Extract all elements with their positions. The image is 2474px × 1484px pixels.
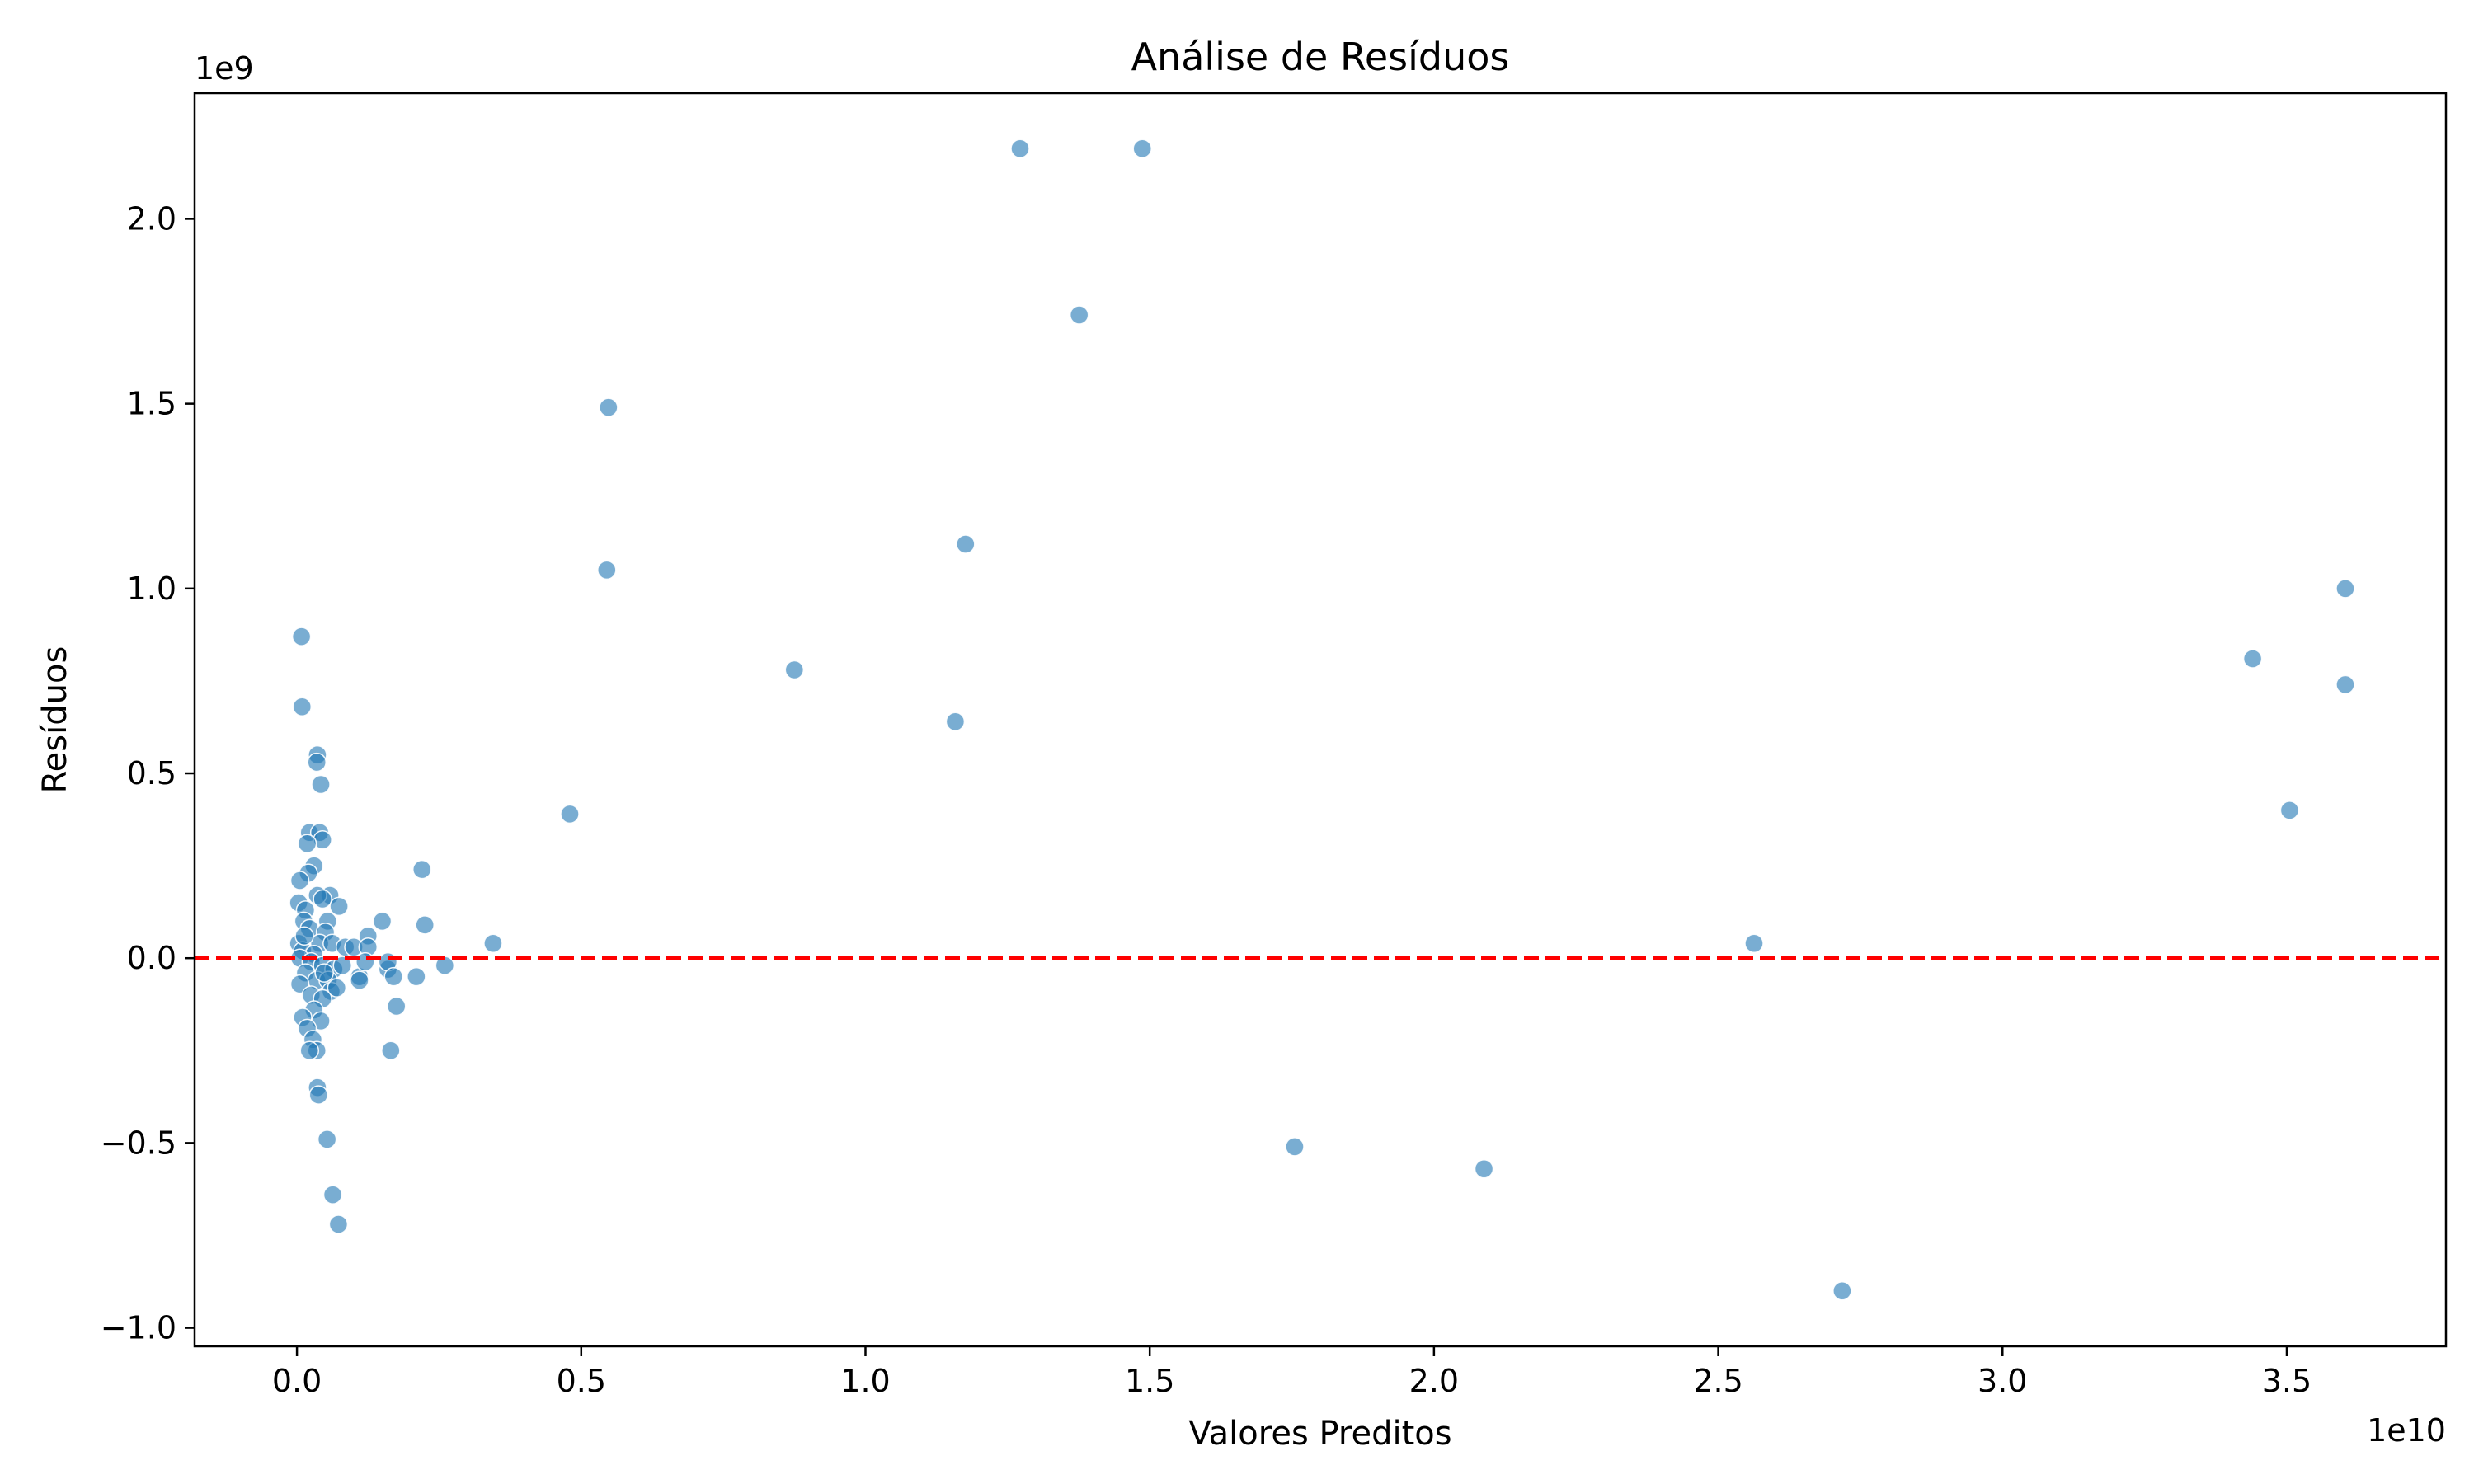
x-tick-label: 0.5 <box>557 1363 606 1399</box>
data-point <box>299 1040 320 1061</box>
data-point <box>311 774 331 795</box>
data-point <box>289 871 310 890</box>
data-point <box>372 911 393 932</box>
y-tick-label: 2.0 <box>127 200 176 237</box>
data-point <box>322 1185 343 1205</box>
data-point <box>327 978 347 998</box>
data-point <box>1132 139 1152 159</box>
x-tick-label: 1.5 <box>1125 1363 1174 1399</box>
y-axis-ticks: −1.0 −0.5 0.0 0.5 1.0 1.5 2.0 <box>101 200 195 1346</box>
x-axis-label: Valores Preditos <box>1188 1415 1451 1453</box>
data-point <box>599 397 618 417</box>
y-tick-label: 1.5 <box>127 386 176 422</box>
data-point <box>784 660 805 680</box>
x-tick-label: 2.0 <box>1409 1363 1459 1399</box>
data-point <box>292 697 313 717</box>
data-point <box>313 889 332 909</box>
y-tick-label: 0.5 <box>127 755 176 791</box>
x-axis-ticks: 0.0 0.5 1.0 1.5 2.0 2.5 3.0 3.5 <box>272 1346 2312 1399</box>
y-axis-label: Resíduos <box>36 646 74 794</box>
data-point <box>560 804 580 824</box>
data-point <box>386 996 407 1017</box>
data-point <box>1010 139 1030 159</box>
data-point <box>328 1214 349 1234</box>
data-point <box>483 933 503 954</box>
data-point <box>332 956 352 975</box>
data-point <box>291 627 312 646</box>
data-point <box>1474 1159 1494 1179</box>
data-point <box>317 1129 337 1149</box>
data-point <box>308 1085 329 1105</box>
data-point <box>355 951 375 972</box>
data-point <box>412 859 432 880</box>
data-point <box>415 915 435 935</box>
data-point <box>329 896 349 917</box>
data-point <box>297 834 317 853</box>
y-axis-offset-label: 1e9 <box>195 50 254 87</box>
x-tick-label: 2.5 <box>1693 1363 1743 1399</box>
data-point <box>2279 801 2300 820</box>
data-point <box>383 966 404 987</box>
data-point <box>597 560 617 580</box>
x-tick-label: 0.0 <box>272 1363 322 1399</box>
x-tick-label: 3.5 <box>2262 1363 2312 1399</box>
data-point <box>381 1040 401 1061</box>
data-point <box>2335 674 2355 695</box>
data-point <box>350 970 369 990</box>
plot-area-frame <box>193 92 2448 1348</box>
x-tick-label: 3.0 <box>1978 1363 2027 1399</box>
y-tick-label: −0.5 <box>101 1125 176 1161</box>
data-point <box>314 963 334 983</box>
data-point <box>1744 933 1764 954</box>
data-point <box>1832 1280 1852 1301</box>
chart-title: Análise de Resíduos <box>1131 35 1510 79</box>
data-point <box>307 752 327 773</box>
data-point <box>407 966 426 987</box>
x-tick-label: 1.0 <box>840 1363 890 1399</box>
data-point <box>2242 649 2263 669</box>
data-point <box>945 711 966 731</box>
data-point <box>294 926 314 946</box>
x-axis-offset-label: 1e10 <box>2367 1412 2446 1449</box>
data-point <box>1285 1137 1305 1157</box>
data-point <box>2335 579 2355 599</box>
y-tick-label: 1.0 <box>127 571 176 607</box>
y-tick-label: 0.0 <box>127 940 176 976</box>
y-tick-label: −1.0 <box>101 1310 176 1346</box>
data-point <box>956 534 976 554</box>
data-point <box>1069 305 1089 325</box>
